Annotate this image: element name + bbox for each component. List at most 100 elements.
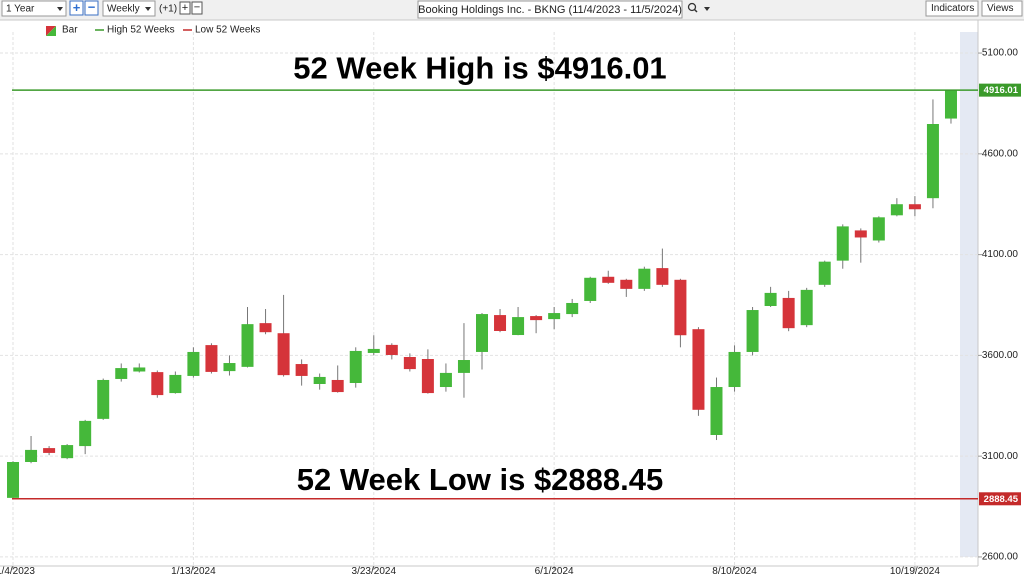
- candle-body: [782, 297, 795, 329]
- candle-body: [944, 90, 957, 119]
- candle-body: [710, 387, 723, 435]
- indicators-text: Indicators: [931, 3, 974, 14]
- candle-body: [313, 376, 326, 384]
- interval-select[interactable]: [102, 0, 156, 17]
- annotation: 52 Week High is $4916.01: [293, 50, 666, 85]
- candle-body: [674, 279, 687, 336]
- candle-body: [169, 374, 182, 394]
- candle-body: [908, 204, 921, 210]
- candle-body: [421, 359, 434, 394]
- candle-body: [79, 420, 92, 447]
- candle-body: [602, 276, 615, 283]
- candle-body: [836, 226, 849, 261]
- candle-body: [584, 277, 597, 301]
- y-tick-label: 3100.00: [982, 451, 1019, 462]
- candle-body: [223, 363, 236, 372]
- zoom-out[interactable]: [84, 0, 99, 16]
- candle-body: [187, 351, 200, 376]
- candle-body: [656, 268, 669, 285]
- y-tick-label: 5100.00: [982, 48, 1019, 59]
- candle-body: [367, 348, 380, 353]
- candle-body: [331, 379, 344, 393]
- candle-body: [97, 379, 110, 419]
- candle-body: [25, 449, 38, 462]
- dropdown-arrow: [704, 7, 710, 11]
- legend-label: High 52 Weeks: [107, 25, 175, 36]
- legend-label: Low 52 Weeks: [195, 25, 260, 36]
- candle-body: [439, 372, 452, 388]
- candle-body: [494, 315, 507, 331]
- x-tick-label: 1/13/2024: [171, 566, 216, 577]
- price-badge-label: 4916.01: [984, 85, 1019, 96]
- x-tick-label: 8/10/2024: [712, 566, 757, 577]
- candle-body: [115, 368, 128, 379]
- candle-body: [403, 356, 416, 370]
- symbol-title: Booking Holdings Inc. - BKNG (11/4/2023 …: [418, 4, 682, 16]
- candle-body: [566, 302, 579, 315]
- search-icon-handle: [693, 8, 698, 13]
- views-button[interactable]: [981, 0, 1023, 17]
- price-badge: [979, 492, 1021, 506]
- candle-body: [259, 323, 272, 333]
- candle-body: [61, 445, 74, 459]
- candle-body: [133, 367, 146, 372]
- candle-body: [476, 314, 488, 352]
- candle-body: [295, 364, 308, 376]
- zoom-in[interactable]: [69, 0, 84, 16]
- candle-body: [692, 329, 705, 410]
- candle-body: [548, 313, 561, 320]
- candle-body: [872, 217, 885, 241]
- candle-body: [926, 124, 939, 199]
- symbol-box[interactable]: [417, 0, 683, 19]
- candle-body: [277, 333, 290, 376]
- future-band: [960, 32, 978, 557]
- views-text: Views: [987, 3, 1014, 14]
- plus-icon: +: [73, 0, 81, 15]
- candle-body: [728, 351, 741, 388]
- x-tick-label: 3/23/2024: [352, 566, 397, 577]
- candle-body: [349, 350, 362, 383]
- candle-body: [746, 310, 759, 352]
- candle-body: [151, 372, 164, 396]
- candle-body: [818, 261, 831, 285]
- y-tick-label: 4100.00: [982, 249, 1019, 260]
- dropdown-arrow: [145, 7, 151, 11]
- candle-body: [512, 317, 525, 336]
- offset-plus[interactable]: [179, 1, 191, 15]
- price-badge-label: 2888.45: [984, 494, 1019, 505]
- x-tick-label: 10/19/2024: [890, 566, 940, 577]
- candle-body: [764, 292, 777, 306]
- candle-body: [530, 316, 543, 321]
- candle-body: [890, 204, 903, 216]
- search-icon[interactable]: [687, 2, 697, 12]
- minus-icon: −: [88, 0, 96, 14]
- candle-body: [620, 279, 633, 289]
- candle-body: [43, 448, 56, 453]
- dropdown-arrow: [57, 7, 63, 11]
- price-badge: [979, 83, 1021, 97]
- x-tick-label: 6/1/2024: [535, 566, 574, 577]
- plus-icon: +: [182, 2, 188, 14]
- offset-text: (+1): [159, 4, 177, 15]
- legend-icon-up: [46, 26, 56, 36]
- candle-body: [800, 289, 813, 326]
- y-tick-label: 2600.00: [982, 552, 1019, 563]
- annotation: 52 Week Low is $2888.45: [297, 462, 664, 497]
- candle-body: [457, 360, 470, 373]
- y-tick-label: 4600.00: [982, 148, 1019, 159]
- interval-text: Weekly: [107, 4, 140, 15]
- range-text: 1 Year: [6, 4, 35, 15]
- legend-label: Bar: [62, 25, 78, 36]
- candle-body: [241, 324, 254, 367]
- candle-body: [854, 230, 867, 238]
- minus-icon: −: [194, 1, 200, 13]
- candle-body: [385, 344, 398, 355]
- indicators-button[interactable]: [925, 0, 979, 17]
- candle-body: [7, 462, 20, 498]
- offset-minus[interactable]: [191, 1, 203, 15]
- candle-body: [205, 345, 218, 372]
- range-select[interactable]: [1, 0, 67, 17]
- x-tick-label: 11/4/2023: [0, 566, 35, 577]
- y-tick-label: 3600.00: [982, 350, 1019, 361]
